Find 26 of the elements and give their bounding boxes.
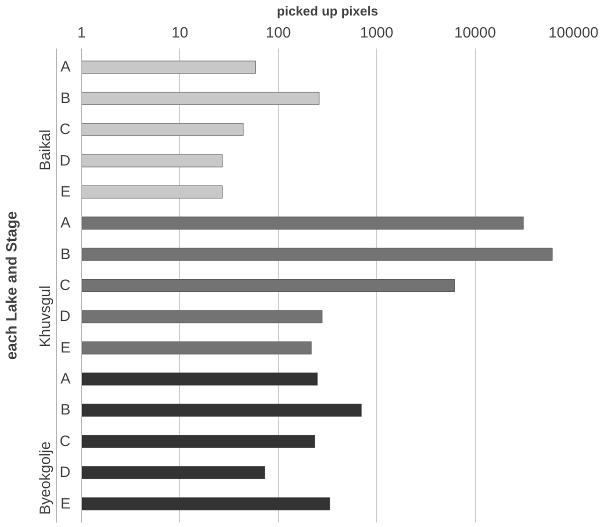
y-tick-label: E — [60, 495, 71, 512]
y-tick-label: D — [60, 308, 71, 326]
x-tick-label: 10 — [172, 24, 188, 42]
y-tick-label: B — [60, 402, 71, 419]
x-tick-label: 10000 — [454, 24, 496, 42]
y-tick-label: C — [60, 432, 71, 450]
x-tick-label: 100 — [266, 24, 291, 42]
y-tick-label: D — [60, 464, 71, 482]
y-tick-label: D — [60, 152, 71, 170]
text: Khuvsgul — [37, 285, 54, 348]
y-tick-label: B — [60, 246, 71, 263]
y-tick-label: A — [60, 58, 71, 76]
x-tick-label: 1000 — [360, 24, 394, 42]
x-axis-title: picked up pixels — [276, 4, 378, 18]
y-tick-label: A — [60, 214, 71, 232]
text: Byeokgolje — [37, 441, 54, 515]
y-tick-label: A — [60, 370, 71, 388]
text: Baikal — [37, 130, 54, 170]
x-tick-label: 1 — [77, 24, 86, 42]
x-tick-label: 100000 — [548, 24, 599, 42]
y-tick-label: C — [60, 277, 71, 294]
y-tick-label: B — [60, 90, 71, 107]
y-axis-title: each Lake and Stage — [4, 211, 20, 360]
y-tick-label: E — [60, 339, 71, 356]
y-tick-label: E — [60, 183, 71, 200]
y-tick-label: C — [60, 121, 71, 138]
